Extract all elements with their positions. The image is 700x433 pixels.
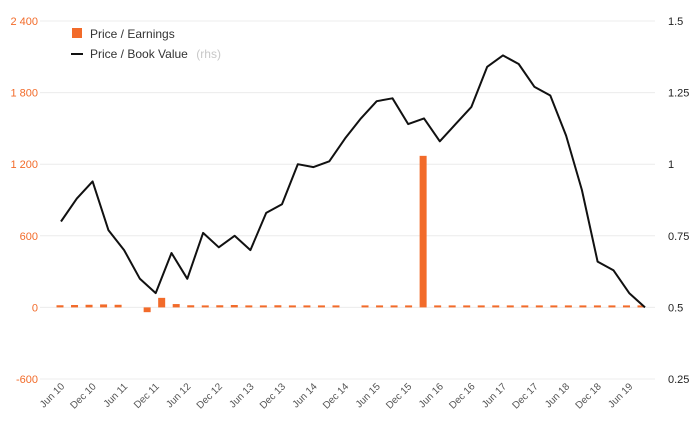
pe-bar xyxy=(317,305,325,308)
pe-bar xyxy=(521,305,529,308)
pe-bar xyxy=(303,305,311,308)
pe-bar xyxy=(622,305,630,308)
right-tick-label: 0.75 xyxy=(668,231,689,243)
pe-bar xyxy=(230,305,238,308)
pe-bar xyxy=(172,304,180,308)
pe-bar xyxy=(216,305,224,308)
pe-bar xyxy=(245,305,253,308)
pe-bar xyxy=(593,305,601,308)
right-tick-label: 0.5 xyxy=(668,302,683,314)
pe-bar xyxy=(419,155,427,308)
pe-bar xyxy=(463,305,471,308)
x-axis: Jun 10 Dec 10 Jun 11 Dec 11 Jun 12 Dec 12 Jun … xyxy=(38,381,636,411)
x-tick-label: Jun 13 xyxy=(228,381,257,410)
pe-bar xyxy=(535,305,543,308)
pe-bar xyxy=(434,305,442,308)
left-tick-label: 0 xyxy=(32,302,38,314)
left-tick-label: 1 800 xyxy=(10,88,38,100)
pbv-line xyxy=(60,54,646,309)
pe-bar xyxy=(187,305,195,308)
pe-bar xyxy=(506,305,514,308)
x-tick-label: Jun 17 xyxy=(480,381,509,410)
x-tick-label: Jun 10 xyxy=(38,381,67,410)
x-tick-label: Jun 15 xyxy=(354,381,383,410)
pe-bar xyxy=(564,305,572,308)
left-tick-label: -600 xyxy=(16,374,38,386)
x-tick-label: Jun 14 xyxy=(291,381,320,410)
pe-bar xyxy=(332,305,340,308)
pe-bar xyxy=(637,305,645,308)
pe-bar xyxy=(56,305,64,308)
x-tick-label: Jun 19 xyxy=(606,381,635,410)
x-tick-label: Dec 17 xyxy=(510,381,540,411)
x-tick-label: Dec 11 xyxy=(132,381,162,411)
pe-bar xyxy=(550,305,558,308)
right-axis: 0.25 0.5 0.75 1 1.25 1.5 xyxy=(668,16,689,386)
x-tick-label: Dec 15 xyxy=(384,381,414,411)
legend-line-suffix: (rhs) xyxy=(196,47,221,61)
right-tick-label: 1.25 xyxy=(668,88,689,100)
x-tick-label: Dec 10 xyxy=(69,381,99,411)
legend-bar-swatch xyxy=(72,28,82,38)
pbv-line-series xyxy=(60,54,646,309)
x-tick-label: Jun 16 xyxy=(417,381,446,410)
pe-bar xyxy=(492,305,500,308)
pe-bar xyxy=(376,305,384,308)
right-tick-label: 1 xyxy=(668,159,674,171)
pe-bar xyxy=(71,305,79,308)
legend: Price / Earnings Price / Book Value (rhs… xyxy=(71,27,221,62)
left-tick-label: 1 200 xyxy=(10,159,38,171)
legend-line-label: Price / Book Value xyxy=(90,47,188,61)
pe-bar xyxy=(158,297,166,308)
x-tick-label: Jun 18 xyxy=(543,381,572,410)
pe-bar xyxy=(100,304,108,308)
pe-bars xyxy=(56,155,645,313)
right-tick-label: 0.25 xyxy=(668,374,689,386)
x-tick-label: Jun 12 xyxy=(164,381,193,410)
legend-line-entry: Price / Book Value (rhs) xyxy=(90,45,221,62)
legend-bar-label: Price / Earnings xyxy=(90,27,175,41)
right-tick-label: 1.5 xyxy=(668,16,683,28)
gridlines xyxy=(40,20,655,380)
pe-bar xyxy=(201,305,209,308)
x-tick-label: Dec 14 xyxy=(321,381,351,411)
pe-bar xyxy=(448,305,456,308)
pe-bar xyxy=(477,305,485,308)
pe-bar xyxy=(361,305,369,308)
pe-bar xyxy=(390,305,398,308)
pe-bar xyxy=(288,305,296,308)
left-tick-label: 2 400 xyxy=(10,16,38,28)
pe-bar xyxy=(608,305,616,308)
pe-bar xyxy=(114,304,122,308)
pe-bar xyxy=(143,307,151,313)
x-tick-label: Dec 13 xyxy=(258,381,288,411)
pe-bar xyxy=(259,305,267,308)
pe-bar xyxy=(405,305,413,308)
pe-bar xyxy=(85,304,93,308)
pe-bar xyxy=(579,305,587,308)
left-tick-label: 600 xyxy=(20,231,38,243)
pe-bar xyxy=(274,305,282,308)
x-tick-label: Jun 11 xyxy=(102,381,131,410)
x-tick-label: Dec 12 xyxy=(195,381,225,411)
x-tick-label: Dec 16 xyxy=(447,381,477,411)
x-tick-label: Dec 18 xyxy=(574,381,604,411)
left-axis: -600 0 600 1 200 1 800 2 400 xyxy=(10,16,38,386)
